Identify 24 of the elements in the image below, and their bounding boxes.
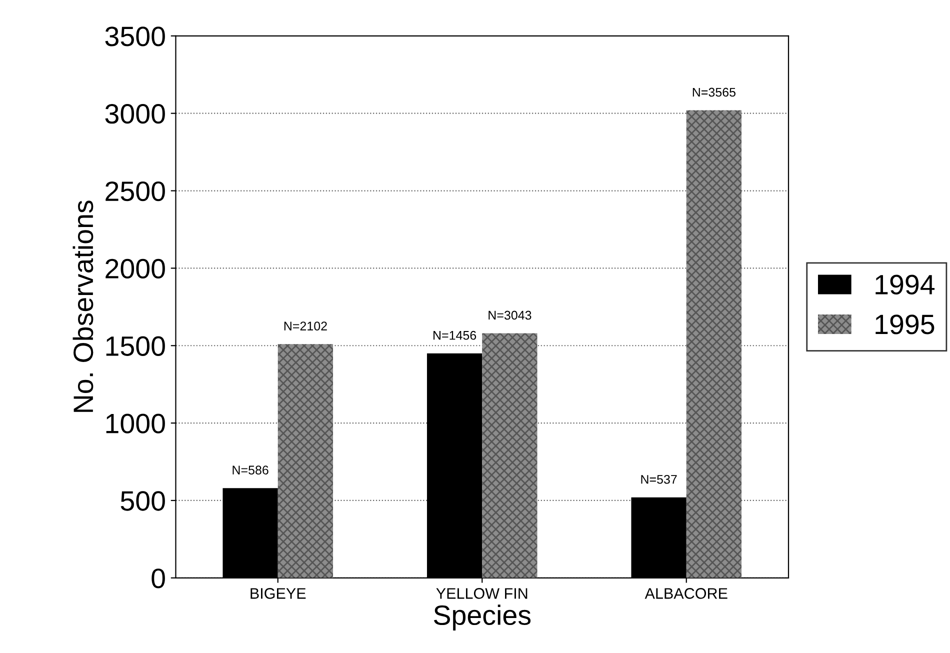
annotation: N=537 <box>641 474 677 484</box>
legend-label: 1994 <box>876 274 935 294</box>
bar <box>686 110 742 578</box>
annotation: N=3565 <box>692 88 736 97</box>
y-tick-label: 1500 <box>106 336 165 356</box>
legend-label: 1995 <box>876 314 934 334</box>
bar <box>278 344 334 578</box>
y-tick-label: 3000 <box>105 104 165 124</box>
y-tick-label: 2000 <box>106 258 165 279</box>
x-tick-label: BIGEYE <box>250 588 306 599</box>
bar <box>482 333 538 578</box>
x-tick-label: ALBACORE <box>644 588 728 599</box>
annotation: N=2102 <box>284 322 327 330</box>
y-axis-title: No. Observations <box>72 200 94 412</box>
annotation: N=1456 <box>434 330 476 340</box>
annotation: N=3043 <box>488 310 532 320</box>
y-tick-label: 500 <box>120 491 165 511</box>
y-tick-label: 0 <box>152 568 165 588</box>
annotation: N=586 <box>232 466 268 475</box>
y-tick-label: 1000 <box>106 414 165 434</box>
x-axis-title: Species <box>434 604 531 631</box>
y-tick-label: 2500 <box>106 181 165 202</box>
y-tick-label: 3500 <box>105 26 165 46</box>
x-tick-label: YELLOW FIN <box>436 588 528 599</box>
